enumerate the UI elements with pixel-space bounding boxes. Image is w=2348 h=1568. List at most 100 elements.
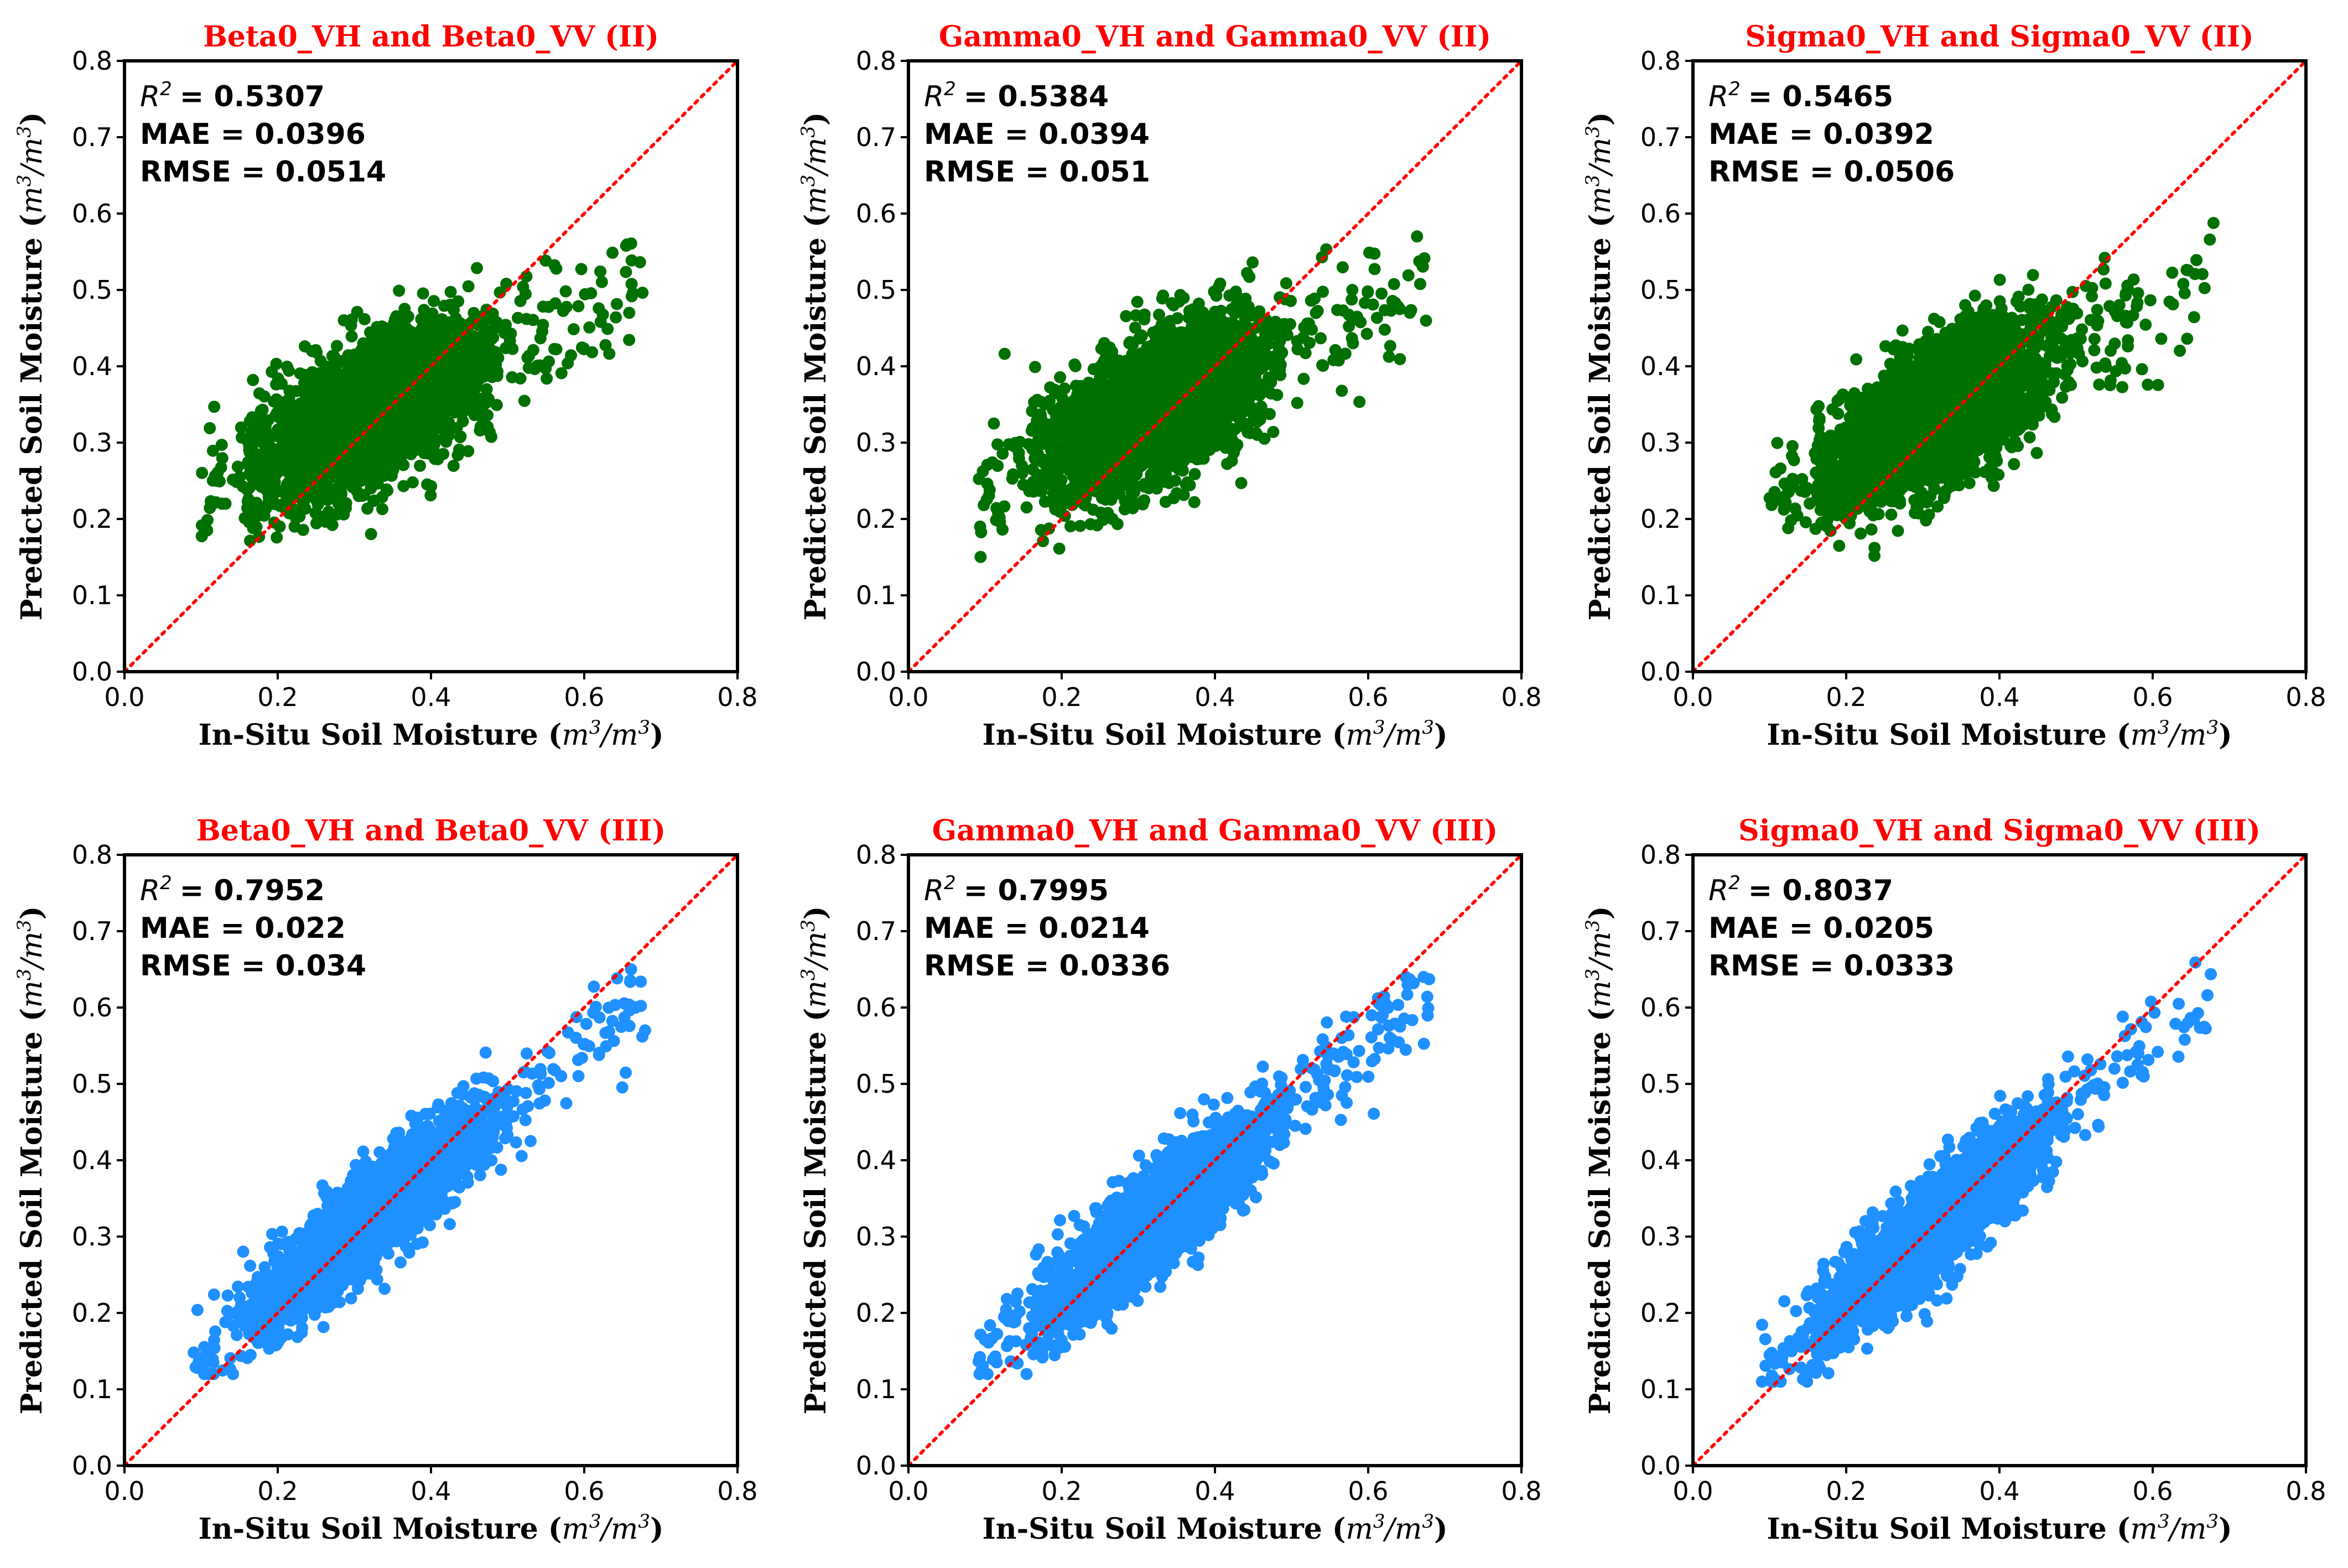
chart-1-point <box>349 465 361 478</box>
chart-1-point <box>327 436 340 449</box>
chart-1-point <box>359 350 371 362</box>
chart-1-point <box>368 434 381 447</box>
chart-1-point <box>579 288 591 300</box>
chart-1-point <box>490 399 503 411</box>
chart-1-point <box>549 297 562 310</box>
chart-1-point <box>424 341 437 354</box>
chart-1-point <box>474 424 486 437</box>
chart-1-point <box>565 349 578 362</box>
chart-1-point <box>595 276 608 288</box>
chart-1-point <box>411 376 424 389</box>
chart-1-point <box>410 443 423 456</box>
chart-2-points <box>973 230 1432 563</box>
chart-2-point <box>1368 263 1381 276</box>
chart-1-point <box>363 387 376 400</box>
chart-1-point <box>636 287 649 299</box>
chart-1-point <box>309 507 322 520</box>
chart-1-ytick-label: 0.2 <box>72 504 112 534</box>
chart-1-point <box>567 323 580 335</box>
chart-2-point <box>1305 294 1317 307</box>
chart-1-points <box>195 237 649 547</box>
chart-1-point <box>490 359 502 371</box>
chart-1-xtick-label: 0.2 <box>257 682 298 712</box>
chart-1-point <box>452 295 465 308</box>
chart-1-point <box>437 376 449 388</box>
chart-1-point <box>485 430 498 443</box>
chart-1-point <box>365 475 377 488</box>
chart-1-point <box>471 262 483 274</box>
chart-1-point <box>456 415 469 428</box>
chart-1-point <box>506 371 518 383</box>
chart-1-point <box>204 422 216 434</box>
chart-1-point <box>215 439 228 451</box>
chart-1-point <box>462 445 475 458</box>
chart-1-point <box>410 362 423 375</box>
chart-2-point <box>1172 463 1185 475</box>
chart-1-point <box>290 440 303 453</box>
chart-2-point <box>1131 295 1144 308</box>
chart-1-point <box>274 500 286 512</box>
chart-1-point <box>246 433 259 446</box>
chart-1-point <box>425 480 438 492</box>
chart-1-point <box>418 304 430 316</box>
chart-1-point <box>378 450 391 463</box>
chart-1-point <box>201 514 214 526</box>
chart-2-point <box>1235 477 1248 490</box>
chart-2-point <box>1064 520 1077 533</box>
chart-1-point <box>322 412 335 424</box>
chart-1-point <box>424 489 437 502</box>
chart-1-point <box>532 360 545 372</box>
chart-1-point <box>277 407 290 419</box>
chart-2-point <box>1411 230 1424 243</box>
chart-1-point <box>559 285 572 298</box>
chart-1-point <box>208 401 221 413</box>
chart-1-point <box>518 394 531 407</box>
chart-2-point <box>1336 261 1349 274</box>
chart-1-point <box>235 431 248 444</box>
chart-2-point <box>1020 501 1033 514</box>
chart-1-point <box>398 303 411 315</box>
chart-1-point <box>262 497 274 510</box>
chart-1-point <box>560 300 573 313</box>
chart-1-point <box>300 392 313 405</box>
chart-1-point <box>376 320 388 333</box>
chart-2-point <box>981 459 994 471</box>
chart-1-point <box>271 531 283 544</box>
chart-1-point <box>417 287 429 300</box>
chart-1-point <box>626 287 639 299</box>
chart-1-point <box>466 349 479 361</box>
chart-2-point <box>983 489 995 502</box>
chart-1-point <box>299 340 311 352</box>
chart-2-point <box>1233 419 1246 432</box>
chart-1-point <box>460 320 472 333</box>
chart-1-xtick-label: 0.4 <box>411 682 451 712</box>
chart-1-point <box>297 523 309 536</box>
chart-1-point <box>541 372 553 385</box>
chart-1-point <box>447 460 460 472</box>
chart-1-point <box>394 366 407 379</box>
chart-1-point <box>206 444 219 457</box>
chart-1-point <box>293 510 306 523</box>
chart-1-point <box>216 452 228 465</box>
chart-1-point <box>248 477 261 490</box>
chart-1-point <box>245 448 257 461</box>
chart-1-point <box>489 346 502 359</box>
chart-1-point <box>523 349 536 362</box>
chart-1-point <box>378 436 391 449</box>
chart-1-point <box>331 340 343 352</box>
chart-1-point <box>413 399 425 412</box>
chart-1-point <box>380 483 393 496</box>
chart-1-point <box>625 278 638 290</box>
chart-1-point <box>400 355 413 367</box>
chart-1-point <box>309 492 322 505</box>
chart-1-point <box>195 530 208 543</box>
chart-2-point <box>1378 323 1391 336</box>
chart-1-point <box>555 367 568 380</box>
chart-1-point <box>477 318 490 330</box>
chart-1-point <box>611 298 623 310</box>
chart-2-point <box>1297 372 1310 385</box>
chart-2-point <box>1074 520 1087 532</box>
chart-1-point <box>383 357 396 370</box>
chart-1-point <box>430 398 443 411</box>
chart-2-point <box>1383 350 1395 363</box>
